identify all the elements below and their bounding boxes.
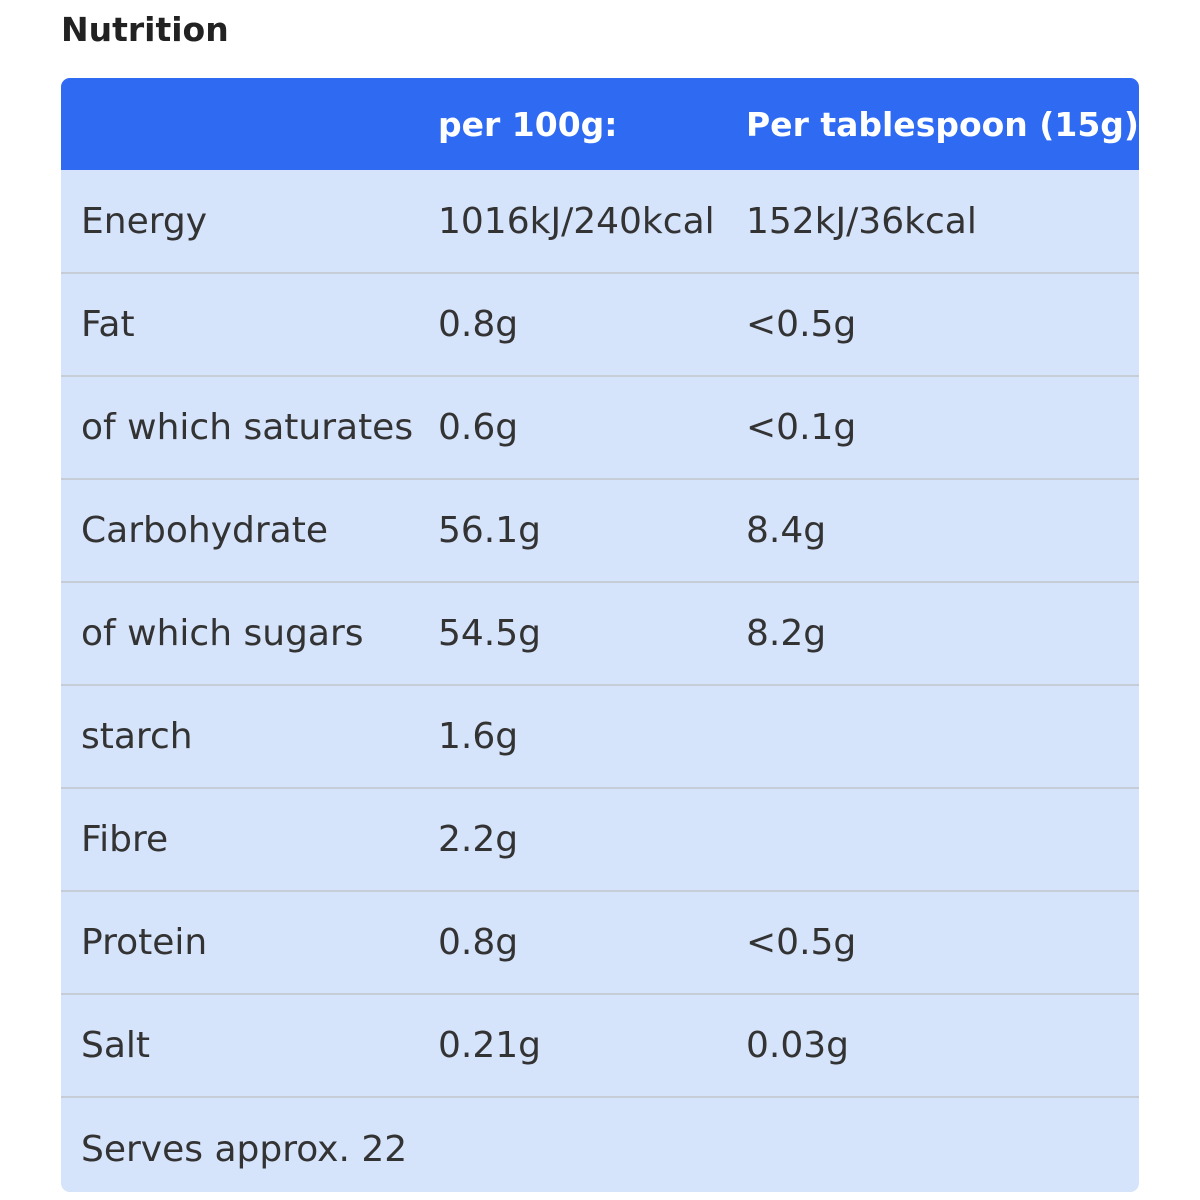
nutrient-name: Protein xyxy=(61,891,418,995)
value-per-tablespoon: <0.5g xyxy=(726,891,1139,995)
value-per-100g: 0.8g xyxy=(418,273,726,377)
header-per-tablespoon: Per tablespoon (15g) xyxy=(746,104,1139,144)
header-per-100g: per 100g: xyxy=(438,104,618,144)
table-header-row: per 100g: Per tablespoon (15g) xyxy=(61,78,1139,170)
table-row: of which saturates 0.6g <0.1g xyxy=(61,376,1139,480)
value-per-tablespoon: 8.2g xyxy=(726,582,1139,686)
nutrient-name: of which saturates xyxy=(61,376,418,480)
nutrient-name: Fibre xyxy=(61,788,418,892)
value-per-tablespoon xyxy=(726,1097,1139,1192)
table-row: Fibre 2.2g xyxy=(61,788,1139,892)
nutrient-name: of which sugars xyxy=(61,582,418,686)
value-per-tablespoon: <0.1g xyxy=(726,376,1139,480)
value-per-tablespoon: <0.5g xyxy=(726,273,1139,377)
nutrient-name: Carbohydrate xyxy=(61,479,418,583)
table-row: of which sugars 54.5g 8.2g xyxy=(61,582,1139,686)
value-per-tablespoon: 152kJ/36kcal xyxy=(726,170,1139,274)
value-per-100g xyxy=(418,1097,726,1192)
section-title: Nutrition xyxy=(61,10,229,49)
value-per-100g: 56.1g xyxy=(418,479,726,583)
nutrient-name: Energy xyxy=(61,170,418,274)
value-per-tablespoon xyxy=(726,788,1139,892)
nutrient-name: Fat xyxy=(61,273,418,377)
value-per-100g: 1016kJ/240kcal xyxy=(418,170,726,274)
header-nutrient xyxy=(61,78,418,170)
value-per-100g: 0.21g xyxy=(418,994,726,1098)
nutrition-table: per 100g: Per tablespoon (15g) Energy 10… xyxy=(61,78,1139,1192)
table-row: Protein 0.8g <0.5g xyxy=(61,891,1139,995)
table-row: Fat 0.8g <0.5g xyxy=(61,273,1139,377)
table-row: starch 1.6g xyxy=(61,685,1139,789)
value-per-tablespoon xyxy=(726,685,1139,789)
value-per-100g: 2.2g xyxy=(418,788,726,892)
value-per-tablespoon: 8.4g xyxy=(726,479,1139,583)
nutrient-name: Salt xyxy=(61,994,418,1098)
nutrient-name: starch xyxy=(61,685,418,789)
servings-note: Serves approx. 22 xyxy=(81,1128,408,1170)
value-per-tablespoon: 0.03g xyxy=(726,994,1139,1098)
value-per-100g: 0.6g xyxy=(418,376,726,480)
value-per-100g: 54.5g xyxy=(418,582,726,686)
table-row: Salt 0.21g 0.03g xyxy=(61,994,1139,1098)
table-row-servings: Serves approx. 22 xyxy=(61,1097,1139,1192)
table-row: Carbohydrate 56.1g 8.4g xyxy=(61,479,1139,583)
value-per-100g: 1.6g xyxy=(418,685,726,789)
table-row: Energy 1016kJ/240kcal 152kJ/36kcal xyxy=(61,170,1139,274)
value-per-100g: 0.8g xyxy=(418,891,726,995)
